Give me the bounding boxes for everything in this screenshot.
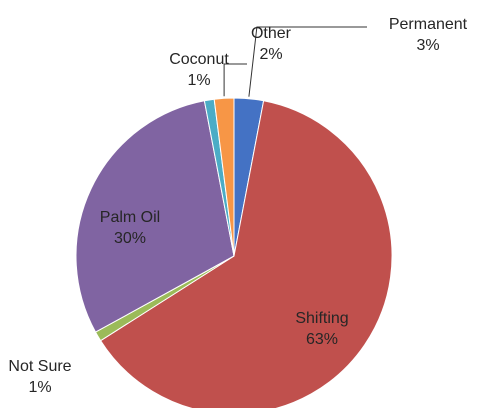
slice-value-coconut: 1% — [187, 72, 210, 89]
slice-label-palm-oil: Palm Oil — [100, 209, 160, 226]
leader-line-other — [223, 63, 247, 97]
slice-value-shifting: 63% — [306, 331, 338, 348]
slice-value-not-sure: 1% — [28, 379, 51, 396]
pie-slice-other — [213, 97, 235, 257]
label-leader-lines — [223, 26, 367, 97]
pie-slices — [75, 97, 393, 408]
leader-line-permanent — [248, 26, 367, 97]
slice-label-permanent: Permanent — [389, 16, 468, 33]
slice-label-coconut: Coconut — [169, 51, 229, 68]
slice-label-other: Other — [251, 25, 292, 42]
pie-slice-palm-oil — [75, 100, 235, 333]
slice-label-not-sure: Not Sure — [8, 358, 71, 375]
pie-slice-shifting — [99, 100, 393, 408]
slice-labels: Permanent 3% Shifting 63% Not Sure 1% Palm Oil… — [8, 16, 467, 396]
slice-value-other: 2% — [259, 46, 282, 63]
slice-value-palm-oil: 30% — [114, 230, 146, 247]
slice-value-permanent: 3% — [416, 37, 439, 54]
slice-label-shifting: Shifting — [295, 310, 348, 327]
